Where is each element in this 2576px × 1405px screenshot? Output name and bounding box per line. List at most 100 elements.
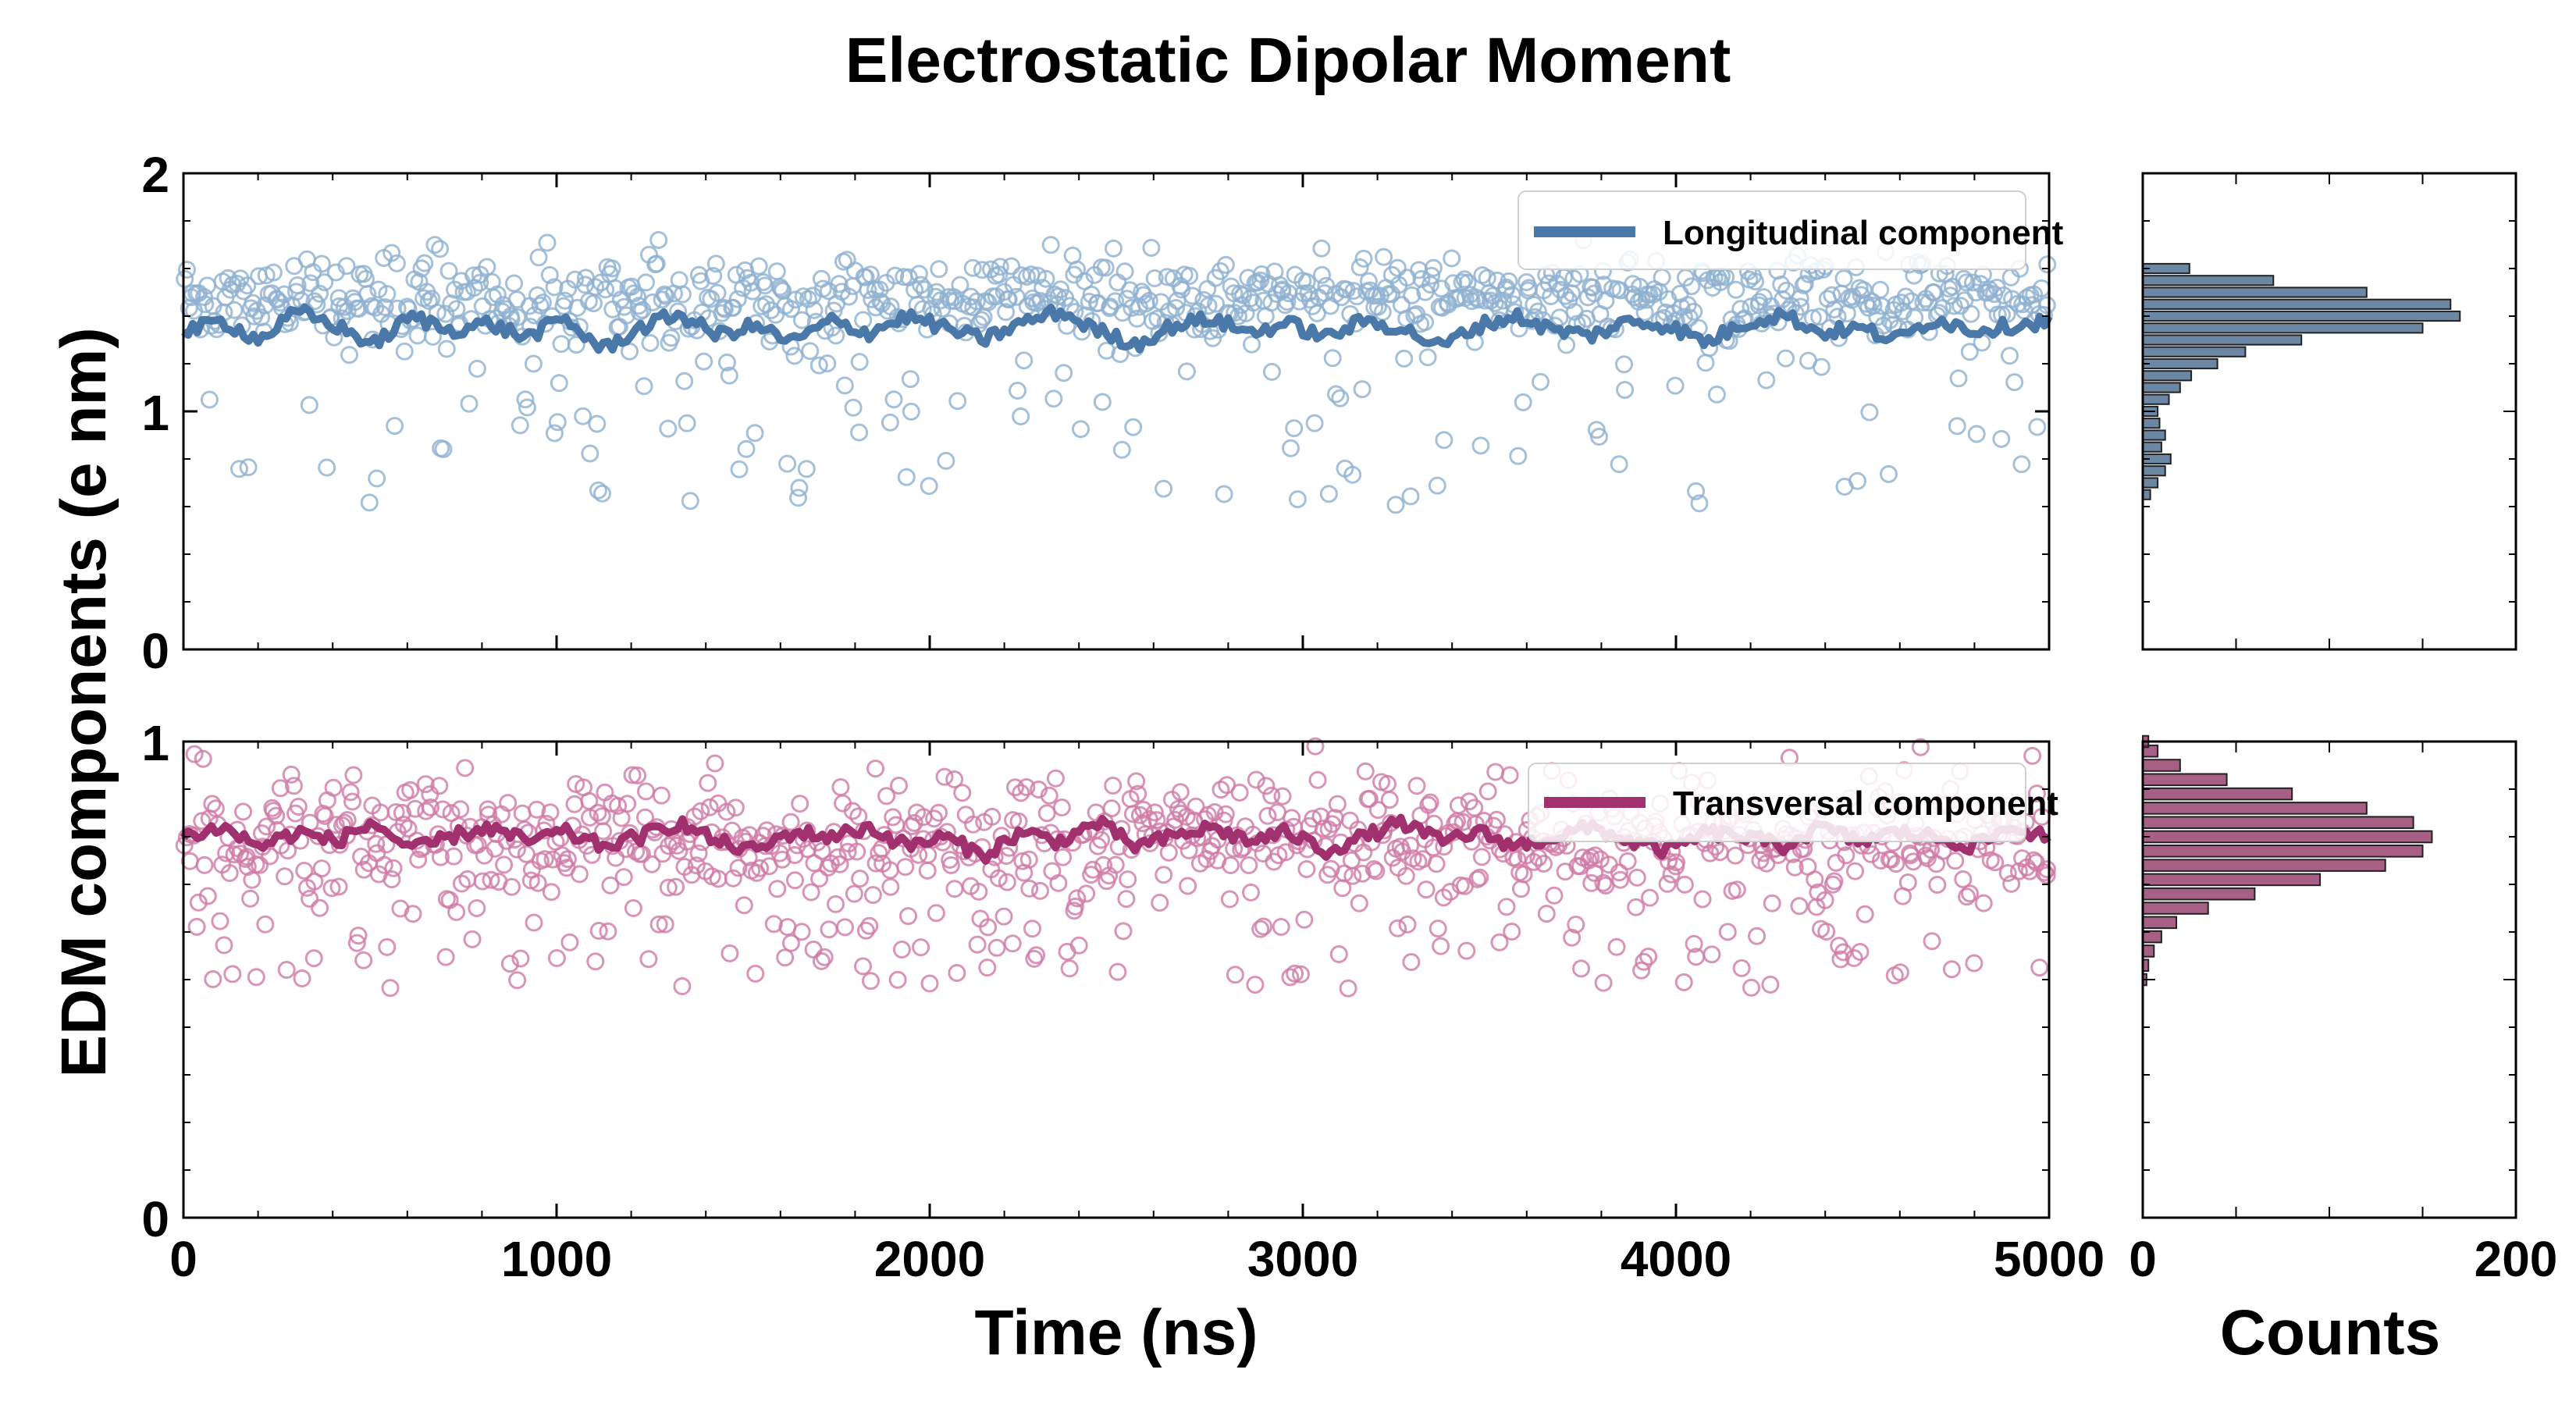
scatter-point [746,964,765,983]
scatter-point [673,285,692,304]
y-tick-label: 1 [141,385,169,441]
scatter-point [1241,290,1260,308]
scatter-point [1896,287,1915,306]
scatter-point [717,802,736,821]
scatter-point [524,354,543,373]
scatter-point [1944,297,1963,315]
scatter-point [1898,873,1917,891]
scatter-point [850,353,869,372]
scatter-point [488,285,507,304]
scatter-point [368,469,386,488]
scatter-point [1851,943,1870,961]
scatter-point [1880,464,1898,483]
scatter-point [1882,850,1901,869]
scatter-point [508,308,527,326]
scatter-point [1490,933,1509,951]
scatter-point [1639,948,1658,966]
histogram-bar [2142,902,2209,915]
scatter-point [1207,294,1226,313]
scatter-point [311,284,329,303]
scatter-point [1748,927,1767,945]
scatter-point [884,808,902,827]
scatter-point [987,938,1006,957]
scatter-point [1350,258,1369,276]
scatter-point [326,816,345,834]
scatter-point [1615,355,1633,374]
histogram-bar [2142,802,2368,815]
scatter-point [2027,784,2046,803]
scatter-point [1147,811,1166,830]
scatter-point [548,413,567,432]
scatter-point [673,977,692,995]
scatter-point [706,754,724,773]
scatter-point [1790,897,1809,916]
histogram-bar [2142,916,2177,930]
scatter-point [1421,793,1439,812]
scatter-point [781,934,800,952]
scatter-point [1292,965,1310,984]
scatter-point [789,489,807,507]
scatter-point [1960,343,1979,361]
scatter-point [675,372,694,390]
scatter-point [1994,286,2013,304]
scatter-point [1887,855,1905,873]
scatter-point [1471,868,1489,887]
scatter-point [1750,293,1769,311]
scatter-point [819,859,838,877]
longitudinal-legend-label: Longitudinal component [1663,214,2064,252]
scatter-point [422,798,439,816]
scatter-point [1494,291,1512,310]
scatter-point [347,934,366,952]
scatter-point [1419,795,1438,814]
scatter-point [639,950,658,969]
histogram-bar [2142,357,2218,370]
scatter-point [541,803,560,822]
scatter-point [518,398,536,417]
scatter-point [1015,351,1034,370]
scatter-point [1155,866,1173,884]
scatter-point [247,968,265,987]
scatter-point [1305,414,1324,432]
scatter-point [1891,963,1909,982]
scatter-point [2002,874,2021,893]
scatter-point [998,873,1016,891]
scatter-point [997,303,1016,322]
scatter-point [1726,846,1745,865]
scatter-point [511,949,530,968]
scatter-point [471,273,489,292]
scatter-point [1092,831,1111,849]
scatter-point [702,290,720,308]
scatter-point [1785,858,1804,877]
scatter-point [198,887,217,905]
scatter-point [1129,784,1147,803]
scatter-point [1115,262,1134,281]
histogram-bar [2142,382,2181,393]
histogram-bar [2142,816,2414,830]
scatter-point [301,889,319,908]
scatter-point [892,941,911,959]
scatter-point [2023,746,2042,765]
scatter-point [560,933,579,951]
histogram-bar [2142,859,2386,872]
scatter-point [1105,239,1123,258]
scatter-point [1594,873,1613,892]
time-tick-label: 1000 [501,1231,612,1287]
scatter-point [778,454,797,473]
scatter-point [1817,923,1836,941]
scatter-point [1044,389,1063,408]
scatter-point [185,745,204,763]
scatter-point [930,260,948,279]
scatter-point [801,342,820,361]
scatter-point [204,970,222,988]
scatter-point [196,295,215,314]
scatter-point [972,311,991,329]
scatter-point [468,359,486,378]
scatter-point [567,336,585,354]
scatter-point [234,802,252,821]
scatter-point [1998,864,2017,882]
scatter-point [586,278,605,297]
scatter-point [735,896,753,915]
histogram-bar [2142,773,2228,787]
scatter-point [1051,280,1070,299]
scatter-point [1761,975,1780,994]
